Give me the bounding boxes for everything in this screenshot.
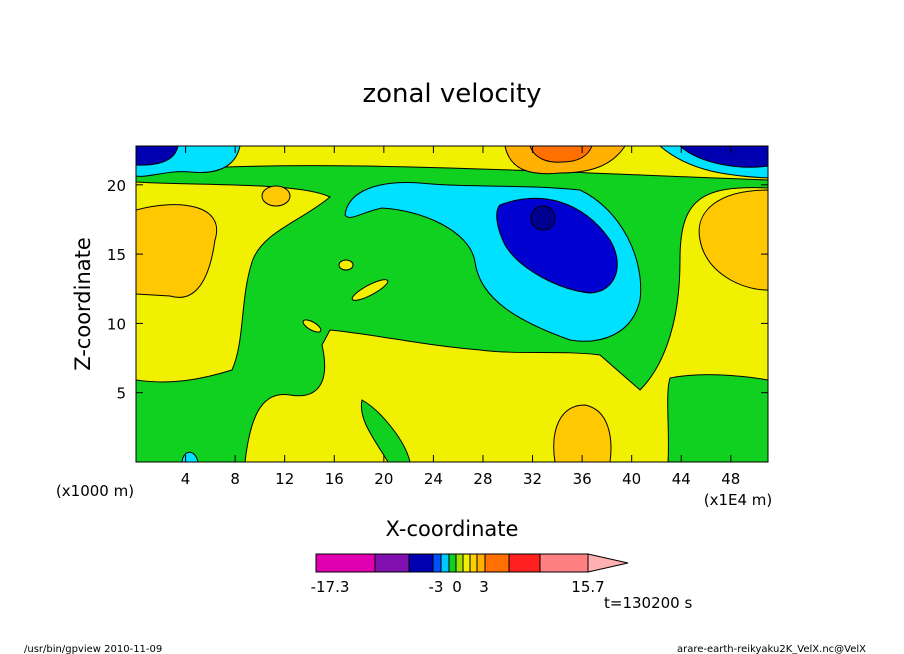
y-tick-label: 15 [107, 246, 126, 264]
y-tick-label: 5 [116, 385, 126, 403]
region [136, 204, 218, 298]
colorbar-segment [539, 553, 589, 573]
x-tick-label: 48 [721, 470, 740, 488]
region [698, 189, 768, 291]
x-unit-left: (x1000 m) [56, 482, 134, 500]
footer-right: arare-earth-reikyaku2K_VelX.nc@VelX [677, 644, 866, 654]
x-tick-label: 28 [473, 470, 492, 488]
colorbar-segment [455, 553, 464, 573]
footer-left: /usr/bin/gpview 2010-11-09 [24, 644, 162, 654]
colorbar-segment [408, 553, 434, 573]
region [529, 146, 593, 163]
region [667, 374, 768, 462]
colorbar-segment [448, 553, 457, 573]
x-tick-label: 24 [424, 470, 443, 488]
colorbar-segment [432, 553, 442, 573]
region [302, 319, 322, 333]
region [360, 399, 411, 462]
colorbar-segment [374, 553, 410, 573]
y-tick-label: 10 [107, 315, 126, 333]
x-tick-label: 44 [672, 470, 691, 488]
x-tick-label: 20 [374, 470, 393, 488]
colorbar-segment [508, 553, 541, 573]
x-unit-right: (x1E4 m) [704, 491, 773, 509]
chart-title: zonal velocity [362, 79, 541, 109]
colorbar-tick-label: 3 [479, 578, 489, 596]
y-axis-label: Z-coordinate [71, 237, 95, 371]
x-tick-label: 8 [230, 470, 240, 488]
x-tick-label: 40 [622, 470, 641, 488]
colorbar-tick-label: 15.7 [571, 578, 604, 596]
region [351, 279, 389, 301]
colorbar-tick-label: -17.3 [311, 578, 350, 596]
region [553, 404, 612, 462]
colorbar-segment [476, 553, 486, 573]
plot-frame [135, 145, 769, 463]
colorbar-segment [440, 553, 450, 573]
region [530, 205, 556, 231]
time-label: t=130200 s [604, 594, 692, 612]
colorbar-segment [484, 553, 510, 573]
x-tick-label: 4 [181, 470, 191, 488]
x-tick-label: 36 [573, 470, 592, 488]
colorbar-extension [587, 553, 629, 573]
region [496, 198, 618, 294]
colorbar-segment [469, 553, 478, 573]
colorbar-tick-label: -3 [429, 578, 444, 596]
colorbar-segment [462, 553, 471, 573]
x-tick-label: 32 [523, 470, 542, 488]
colorbar-tick-label: 0 [452, 578, 462, 596]
region [261, 185, 291, 207]
region [338, 259, 354, 271]
x-tick-label: 16 [325, 470, 344, 488]
contour-field [136, 146, 768, 462]
y-tick-label: 20 [107, 177, 126, 195]
colorbar-segment [315, 553, 376, 573]
x-tick-label: 12 [275, 470, 294, 488]
x-axis-label: X-coordinate [386, 517, 519, 541]
